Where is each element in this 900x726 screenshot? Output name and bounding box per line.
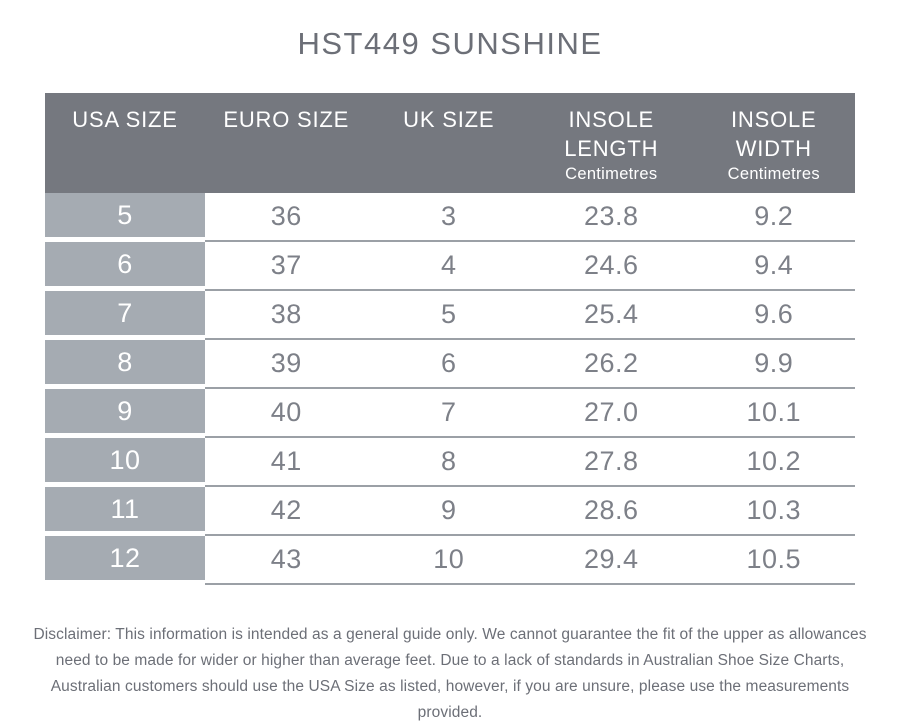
header-label: INSOLE WIDTH [731, 107, 817, 161]
cell-usa-size: 10 [45, 438, 205, 487]
header-uk-size: UK SIZE [368, 93, 531, 193]
table-row: 7 38 5 25.4 9.6 [45, 291, 855, 340]
cell-euro-size: 36 [205, 193, 368, 242]
cell-euro-size: 37 [205, 242, 368, 291]
cell-insole-width: 10.1 [692, 389, 855, 438]
cell-insole-width: 9.2 [692, 193, 855, 242]
header-label: USA SIZE [72, 107, 178, 132]
table-row: 6 37 4 24.6 9.4 [45, 242, 855, 291]
cell-euro-size: 40 [205, 389, 368, 438]
cell-insole-length: 28.6 [530, 487, 693, 536]
table-row: 8 39 6 26.2 9.9 [45, 340, 855, 389]
table-row: 10 41 8 27.8 10.2 [45, 438, 855, 487]
header-sublabel: Centimetres [727, 165, 820, 183]
cell-usa-size: 5 [45, 193, 205, 242]
header-label: UK SIZE [403, 107, 495, 132]
table-row: 12 43 10 29.4 10.5 [45, 536, 855, 585]
cell-euro-size: 42 [205, 487, 368, 536]
header-insole-width: INSOLE WIDTH Centimetres [693, 93, 856, 193]
disclaimer-text: Disclaimer: This information is intended… [33, 626, 867, 721]
cell-insole-length: 26.2 [530, 340, 693, 389]
cell-insole-length: 29.4 [530, 536, 693, 585]
table-body: 5 36 3 23.8 9.2 6 37 4 24.6 9.4 7 38 5 25.4 9.6 8 39 6 26.… [45, 193, 855, 585]
cell-insole-length: 27.0 [530, 389, 693, 438]
cell-euro-size: 41 [205, 438, 368, 487]
cell-usa-size: 6 [45, 242, 205, 291]
cell-uk-size: 3 [367, 193, 530, 242]
cell-uk-size: 10 [367, 536, 530, 585]
cell-insole-width: 10.2 [692, 438, 855, 487]
cell-euro-size: 38 [205, 291, 368, 340]
cell-insole-length: 24.6 [530, 242, 693, 291]
cell-uk-size: 8 [367, 438, 530, 487]
cell-euro-size: 43 [205, 536, 368, 585]
table-row: 11 42 9 28.6 10.3 [45, 487, 855, 536]
cell-insole-width: 10.5 [692, 536, 855, 585]
cell-uk-size: 4 [367, 242, 530, 291]
header-label: INSOLE LENGTH [564, 107, 659, 161]
cell-usa-size: 12 [45, 536, 205, 585]
table-row: 9 40 7 27.0 10.1 [45, 389, 855, 438]
cell-usa-size: 9 [45, 389, 205, 438]
cell-insole-length: 27.8 [530, 438, 693, 487]
cell-usa-size: 11 [45, 487, 205, 536]
header-label: EURO SIZE [223, 107, 350, 132]
header-sublabel: Centimetres [565, 165, 658, 183]
cell-usa-size: 8 [45, 340, 205, 389]
cell-euro-size: 39 [205, 340, 368, 389]
header-euro-size: EURO SIZE [205, 93, 368, 193]
cell-insole-width: 9.6 [692, 291, 855, 340]
cell-uk-size: 9 [367, 487, 530, 536]
cell-uk-size: 7 [367, 389, 530, 438]
header-insole-length: INSOLE LENGTH Centimetres [530, 93, 693, 193]
cell-uk-size: 6 [367, 340, 530, 389]
page-title: HST449 SUNSHINE [297, 26, 603, 61]
table-row: 5 36 3 23.8 9.2 [45, 193, 855, 242]
table-header-row: USA SIZE EURO SIZE UK SIZE INSOLE LENGTH… [45, 93, 855, 193]
header-usa-size: USA SIZE [45, 93, 205, 193]
cell-insole-length: 23.8 [530, 193, 693, 242]
cell-uk-size: 5 [367, 291, 530, 340]
cell-insole-width: 9.4 [692, 242, 855, 291]
size-chart-table: USA SIZE EURO SIZE UK SIZE INSOLE LENGTH… [45, 93, 855, 585]
cell-insole-length: 25.4 [530, 291, 693, 340]
cell-usa-size: 7 [45, 291, 205, 340]
cell-insole-width: 10.3 [692, 487, 855, 536]
cell-insole-width: 9.9 [692, 340, 855, 389]
